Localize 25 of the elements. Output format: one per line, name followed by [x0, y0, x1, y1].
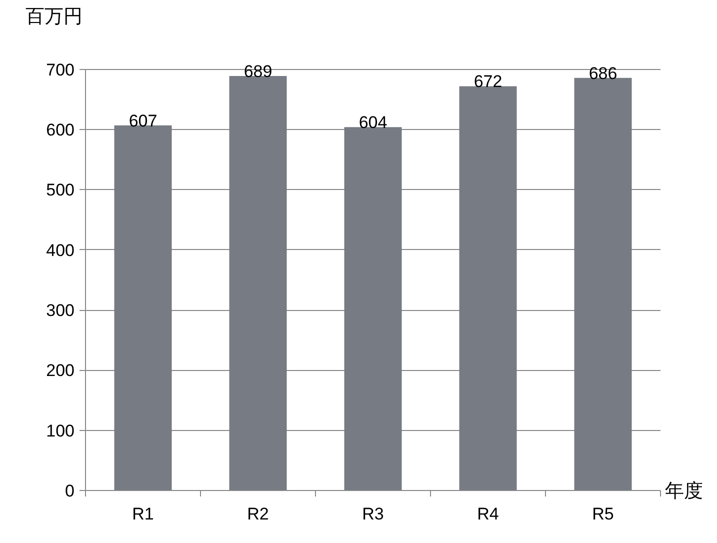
- data-label: 686: [588, 64, 618, 83]
- y-tick-label: 0: [65, 482, 75, 500]
- data-label: 672: [474, 72, 502, 92]
- y-tick-label: 600: [46, 120, 75, 140]
- bar: [459, 86, 517, 490]
- x-tick-label: R2: [247, 504, 269, 524]
- y-axis-title: 百万円: [26, 6, 82, 28]
- bar: [229, 76, 287, 490]
- y-tick-label: 500: [46, 180, 75, 200]
- x-tick-label: R4: [477, 504, 499, 524]
- y-tick-label: 200: [46, 361, 75, 380]
- x-tick-label: R5: [592, 504, 614, 524]
- data-label: 689: [244, 62, 272, 82]
- y-tick-label: 700: [46, 60, 75, 80]
- bar: [114, 125, 172, 490]
- data-label: 604: [358, 113, 388, 132]
- x-axis-title: 年度: [665, 480, 703, 504]
- bar: [574, 78, 632, 490]
- bar: [344, 127, 402, 490]
- x-tick-label: R3: [362, 504, 384, 524]
- x-tick-label: R1: [132, 504, 154, 524]
- y-tick-label: 400: [46, 240, 75, 260]
- data-label: 607: [128, 111, 158, 130]
- y-tick-label: 100: [46, 421, 75, 440]
- y-tick-label: 300: [46, 301, 75, 320]
